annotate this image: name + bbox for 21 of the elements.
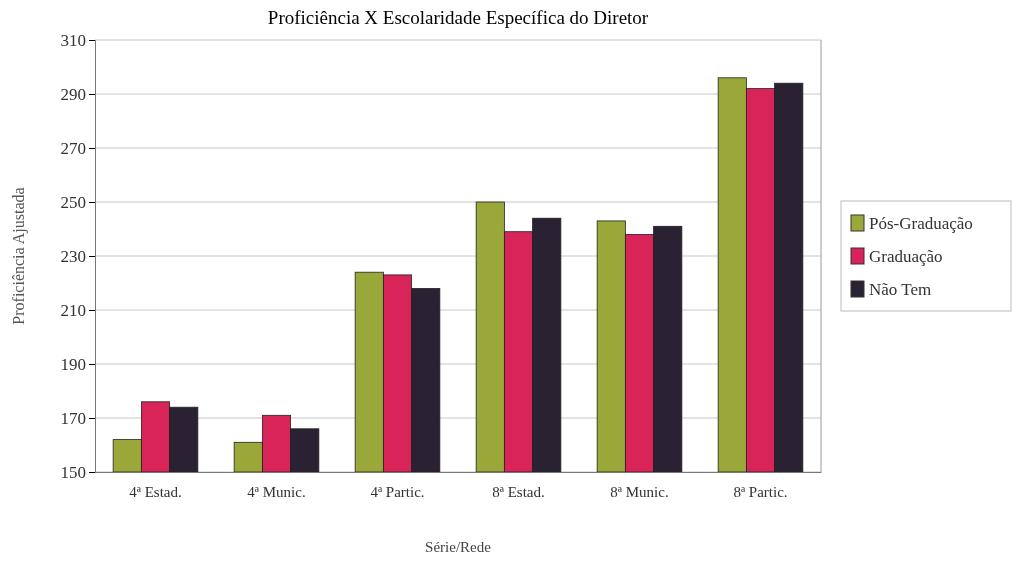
x-tick-label: 4ª Munic.: [247, 483, 306, 500]
y-tick-label: 190: [60, 354, 86, 374]
x-tick-label: 4ª Partic.: [370, 483, 425, 500]
y-tick-label: 230: [60, 246, 86, 266]
y-tick-label: 210: [60, 300, 86, 320]
x-tick-label: 8ª Estad.: [492, 483, 545, 500]
legend-label: Graduação: [869, 247, 943, 266]
legend-label: Não Tem: [869, 280, 932, 299]
y-tick-label: 290: [60, 84, 86, 104]
chart-title: Proficiência X Escolaridade Específica do Diretor: [267, 7, 649, 28]
y-tick-label: 310: [60, 30, 86, 50]
legend-label: Pós-Graduação: [869, 214, 973, 233]
y-tick-label: 150: [60, 462, 86, 482]
y-tick-label: 270: [60, 138, 86, 158]
y-tick-label: 170: [60, 408, 86, 428]
x-axis-title: Série/Rede: [425, 539, 492, 555]
y-axis-title: Proficiência Ajustada: [10, 187, 28, 325]
x-tick-label: 8ª Partic.: [733, 483, 788, 500]
x-tick-label: 8ª Munic.: [610, 483, 669, 500]
y-tick-label: 250: [60, 192, 86, 212]
x-tick-label: 4ª Estad.: [129, 483, 182, 500]
